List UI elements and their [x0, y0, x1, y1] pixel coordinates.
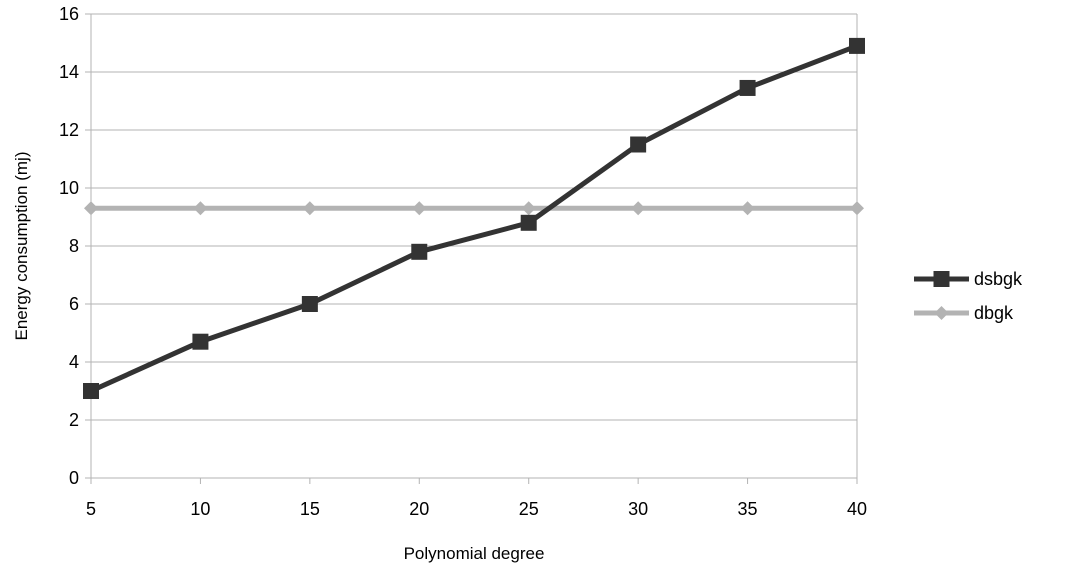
series-group — [83, 37, 865, 399]
y-axis-title: Energy consumption (mj) — [12, 152, 31, 341]
data-point-dsbgk — [739, 79, 756, 96]
legend-item-dsbgk: dsbgk — [914, 269, 1023, 289]
data-point-dbgk — [740, 201, 755, 216]
x-tick-label: 5 — [86, 499, 96, 519]
series-line-dsbgk — [89, 43, 858, 394]
y-tick-label: 10 — [59, 178, 79, 198]
x-tick-label: 15 — [300, 499, 320, 519]
data-point-dsbgk — [83, 383, 99, 399]
data-point-dbgk — [521, 201, 536, 216]
data-point-dbgk — [302, 201, 317, 216]
data-point-dbgk — [193, 201, 208, 216]
data-point-dsbgk — [411, 243, 428, 260]
x-tick-label: 40 — [847, 499, 867, 519]
data-point-dbgk — [850, 201, 864, 216]
gridlines — [85, 13, 857, 479]
tick-labels: 0 2 4 6 8 10 12 14 16 5 10 15 20 25 30 35 40 — [59, 4, 867, 519]
data-point-dbgk — [412, 201, 427, 216]
y-tick-label: 16 — [59, 4, 79, 24]
legend: dsbgk dbgk — [914, 269, 1023, 323]
legend-label: dbgk — [974, 303, 1014, 323]
x-tick-label: 25 — [519, 499, 539, 519]
y-tick-label: 4 — [69, 352, 79, 372]
x-tick-label: 10 — [190, 499, 210, 519]
y-tick-label: 6 — [69, 294, 79, 314]
legend-marker — [934, 306, 949, 320]
series-dsbgk — [83, 37, 865, 399]
y-tick-label: 2 — [69, 410, 79, 430]
x-tick-label: 20 — [409, 499, 429, 519]
x-axis-title: Polynomial degree — [404, 544, 545, 563]
y-tick-label: 8 — [69, 236, 79, 256]
data-point-dbgk — [631, 201, 646, 216]
legend-label: dsbgk — [974, 269, 1023, 289]
x-tick-label: 35 — [738, 499, 758, 519]
axes — [90, 14, 858, 484]
y-tick-label: 0 — [69, 468, 79, 488]
y-tick-label: 12 — [59, 120, 79, 140]
data-point-dsbgk — [630, 136, 647, 153]
legend-item-dbgk: dbgk — [914, 303, 1014, 323]
data-point-dsbgk — [520, 214, 537, 231]
x-tick-label: 30 — [628, 499, 648, 519]
data-point-dbgk — [84, 201, 98, 216]
legend-marker — [933, 271, 950, 287]
data-point-dsbgk — [301, 296, 318, 312]
series-dbgk — [84, 201, 864, 216]
data-point-dsbgk — [192, 333, 209, 350]
y-tick-label: 14 — [59, 62, 79, 82]
data-point-dsbgk — [849, 37, 865, 54]
